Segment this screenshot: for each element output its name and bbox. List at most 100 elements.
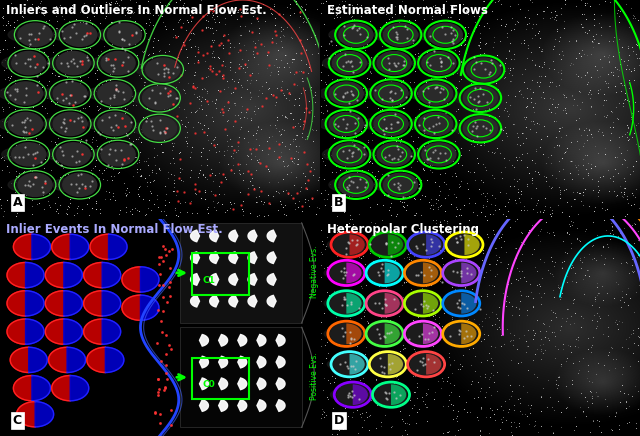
Point (158, 69, 168, 76)
Point (196, 27, 207, 34)
Point (413, 121, 424, 128)
Point (152, 59, 162, 66)
Point (387, 238, 397, 245)
Circle shape (407, 262, 438, 284)
Polygon shape (257, 400, 266, 411)
Point (20, 129, 31, 136)
Ellipse shape (365, 238, 397, 251)
Circle shape (98, 112, 132, 136)
Point (155, 128, 165, 135)
Point (340, 124, 351, 131)
Point (28, 181, 38, 187)
Point (401, 94, 412, 101)
Point (380, 154, 390, 161)
Polygon shape (219, 378, 228, 390)
Point (117, 36, 127, 43)
Point (111, 85, 122, 92)
Circle shape (410, 354, 442, 375)
Point (347, 236, 357, 243)
Point (37, 184, 47, 191)
Point (395, 392, 405, 399)
Point (255, 160, 266, 167)
Point (485, 69, 495, 76)
Ellipse shape (364, 117, 401, 131)
Point (30, 155, 40, 162)
Point (108, 127, 118, 134)
Point (435, 58, 445, 65)
Point (159, 62, 169, 69)
Point (379, 370, 389, 377)
Point (214, 67, 224, 74)
Point (419, 298, 429, 305)
Point (23, 181, 33, 188)
Point (21, 85, 31, 92)
Point (188, 84, 198, 91)
Point (29, 35, 40, 42)
Point (176, 72, 186, 78)
Polygon shape (267, 295, 276, 307)
Point (10, 51, 20, 58)
Point (103, 162, 113, 169)
Ellipse shape (401, 267, 432, 279)
Point (345, 340, 355, 347)
Point (438, 96, 449, 103)
Point (341, 250, 351, 257)
Circle shape (101, 51, 135, 75)
Point (390, 89, 400, 96)
Point (346, 362, 356, 369)
Point (26, 126, 36, 133)
Point (355, 176, 365, 183)
Point (23, 56, 33, 63)
Point (401, 26, 412, 33)
Point (157, 242, 168, 249)
Point (175, 156, 186, 163)
Point (370, 300, 380, 307)
Point (275, 87, 285, 94)
Point (341, 269, 351, 276)
Point (429, 129, 440, 136)
Polygon shape (200, 378, 209, 390)
Point (348, 91, 358, 98)
Point (388, 24, 398, 31)
Point (355, 59, 365, 66)
Point (452, 238, 463, 245)
Polygon shape (90, 234, 109, 259)
Ellipse shape (453, 91, 491, 105)
Point (295, 9, 305, 16)
Point (271, 32, 281, 39)
Point (63, 100, 74, 107)
Point (118, 89, 128, 96)
Point (197, 52, 207, 59)
Ellipse shape (369, 388, 400, 401)
Point (426, 238, 436, 245)
Point (163, 66, 173, 73)
Point (389, 155, 399, 162)
Point (387, 96, 397, 103)
Point (350, 365, 360, 372)
Point (188, 82, 198, 89)
Point (352, 97, 362, 104)
Point (168, 101, 178, 108)
Point (202, 50, 212, 57)
Point (81, 32, 91, 39)
Point (438, 85, 448, 92)
Circle shape (330, 112, 364, 136)
Point (420, 361, 430, 368)
Point (236, 12, 246, 19)
Point (381, 241, 391, 248)
Ellipse shape (439, 328, 470, 340)
Point (106, 62, 116, 69)
Point (284, 89, 294, 96)
Point (389, 243, 399, 250)
Point (80, 184, 90, 191)
Point (233, 139, 243, 146)
Point (71, 181, 81, 188)
Ellipse shape (401, 297, 432, 310)
Polygon shape (45, 291, 64, 316)
Ellipse shape (362, 297, 394, 310)
Point (24, 37, 35, 44)
Point (20, 59, 31, 66)
Polygon shape (70, 234, 89, 259)
Polygon shape (26, 319, 44, 344)
Point (301, 105, 311, 112)
